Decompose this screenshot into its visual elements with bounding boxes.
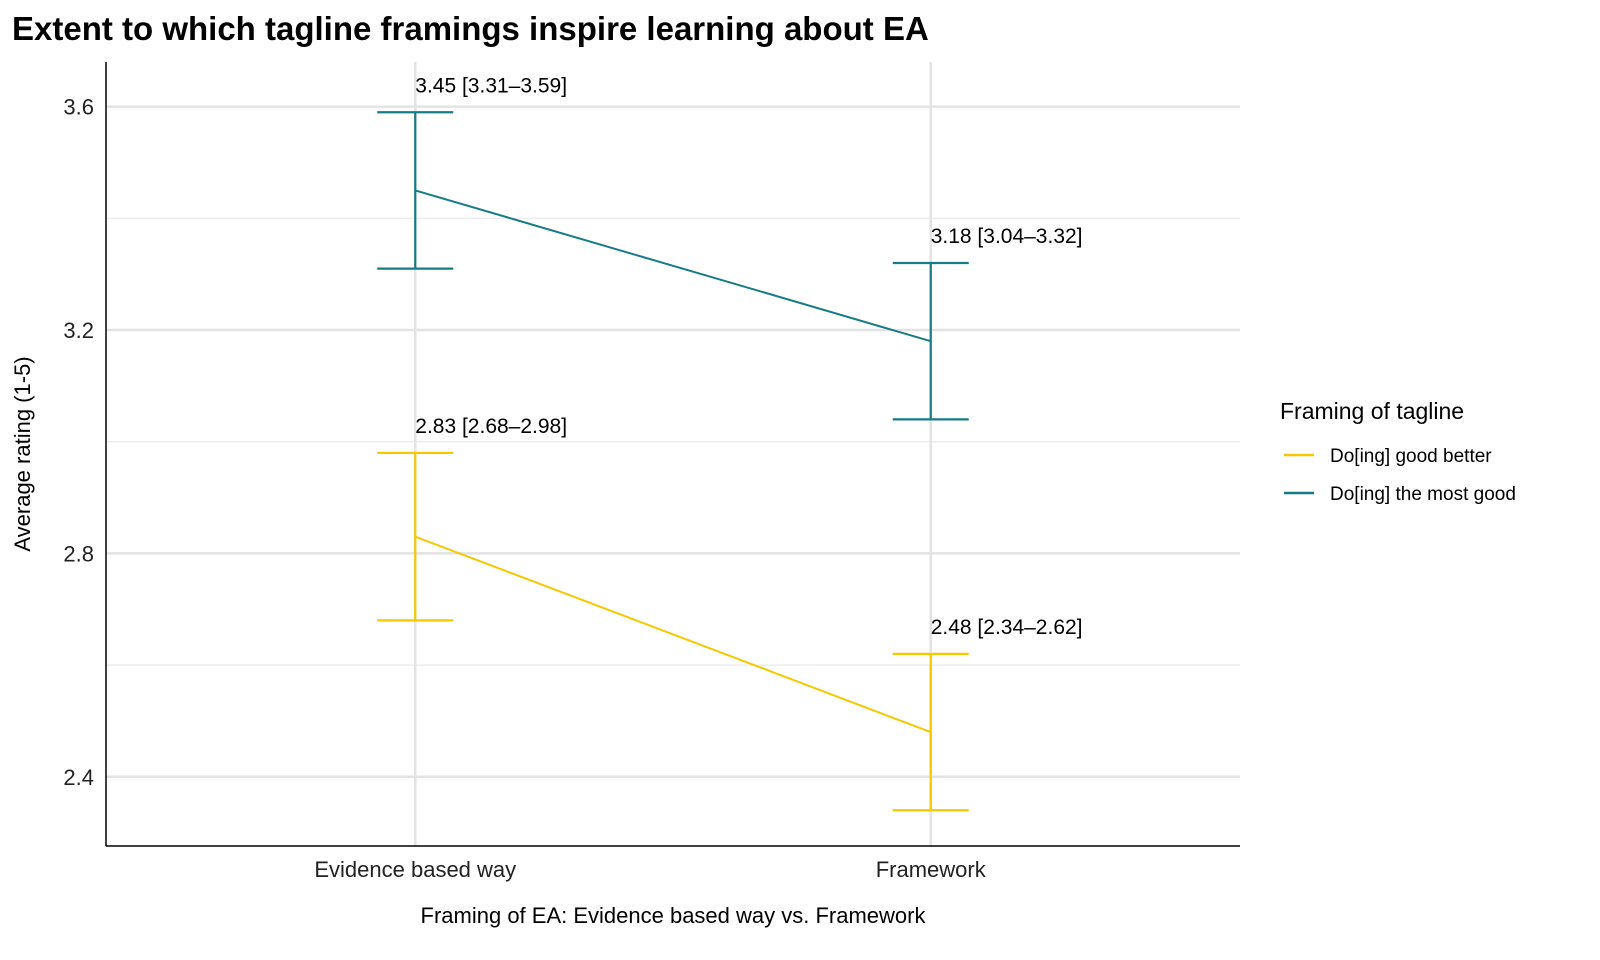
gridlines [106,62,1240,846]
x-tick-label: Framework [876,857,987,882]
y-tick-label: 2.8 [63,541,94,566]
series-line [414,189,932,343]
y-tick-label: 3.6 [63,95,94,120]
series-line [414,535,932,734]
axes: 2.4 2.8 3.2 3.6 Evidence based way Framework [63,62,1240,882]
data-label: 2.48 [2.34–2.62] [931,616,1083,639]
x-tick-label: Evidence based way [314,857,516,882]
data-label: 2.83 [2.68–2.98] [415,415,567,438]
y-tick-label: 2.4 [63,765,94,790]
data-label: 3.45 [3.31–3.59] [415,74,567,97]
data-marks: 2.83 [2.68–2.98] 2.48 [2.34–2.62] 3.45 [3.… [377,74,1083,812]
data-label: 3.18 [3.04–3.32] [931,225,1083,248]
legend-title: Framing of tagline [1280,398,1464,424]
series-0: 2.83 [2.68–2.98] 2.48 [2.34–2.62] [377,415,1083,812]
y-tick-label: 3.2 [63,318,94,343]
y-axis-label: Average rating (1-5) [10,356,35,551]
x-axis-label: Framing of EA: Evidence based way vs. Fr… [421,903,927,928]
chart-title: Extent to which tagline framings inspire… [12,10,929,47]
legend: Framing of tagline Do[ing] good better Do… [1280,398,1516,505]
series-1: 3.45 [3.31–3.59] 3.18 [3.04–3.32] [377,74,1083,421]
legend-label: Do[ing] good better [1330,446,1492,467]
legend-label: Do[ing] the most good [1330,484,1516,505]
